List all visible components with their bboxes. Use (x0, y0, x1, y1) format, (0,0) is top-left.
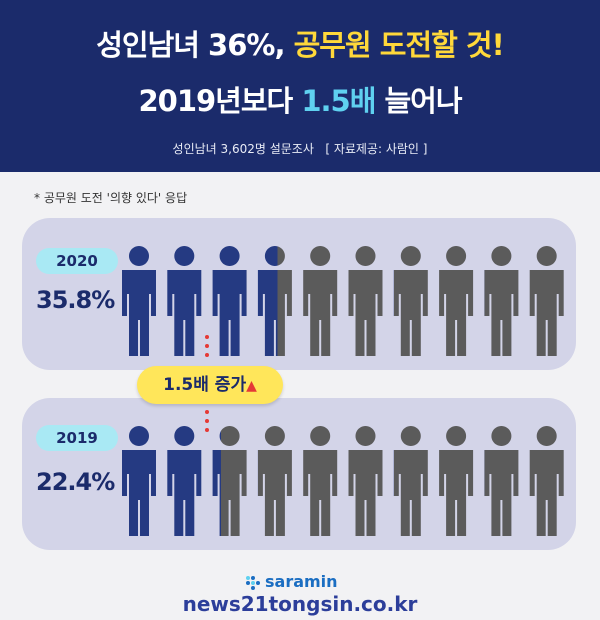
person-icon (484, 246, 519, 356)
person-icon (303, 246, 338, 356)
percent-2020: 35.8% (36, 286, 115, 314)
panel-2019: 2019 22.4% (22, 398, 576, 550)
people-row-2019 (122, 426, 564, 536)
headline-2-prefix: 2019년보다 (138, 84, 302, 118)
person-icon (167, 426, 202, 536)
percent-2019: 22.4% (36, 468, 115, 496)
watermark: news21tongsin.co.kr (182, 592, 418, 616)
person-icon (439, 426, 474, 536)
survey-subtitle: 성인남녀 3,602명 설문조사 [ 자료제공: 사람인 ] (172, 142, 428, 156)
headline-1-prefix: 성인남녀 36%, (96, 28, 294, 62)
person-icon (529, 246, 564, 356)
logo-dots-icon (246, 575, 260, 590)
panel-2020: 2020 35.8% (22, 218, 576, 370)
headline-2-highlight: 1.5배 (301, 84, 376, 118)
increase-badge: 1.5배 증가▲ (137, 366, 283, 404)
person-icon (167, 246, 202, 356)
person-icon (122, 426, 156, 536)
connector-dots-bottom (205, 410, 209, 437)
year-badge-2020: 2020 (36, 248, 118, 274)
up-arrow-icon: ▲ (246, 378, 257, 394)
person-icon (484, 426, 519, 536)
headline-1-highlight: 공무원 도전할 것! (293, 28, 505, 62)
person-icon (348, 246, 383, 356)
person-icon (439, 246, 474, 356)
person-icon (303, 426, 338, 536)
person-icon (529, 426, 564, 536)
person-icon (257, 246, 292, 356)
person-icon (393, 426, 428, 536)
person-icon (348, 426, 383, 536)
headline-line-2: 2019년보다 1.5배 늘어나 (0, 78, 600, 120)
headline-line-1: 성인남녀 36%, 공무원 도전할 것! (0, 22, 600, 64)
logo-text: saramin (265, 572, 338, 591)
person-icon (257, 426, 292, 536)
year-badge-2019: 2019 (36, 425, 118, 451)
people-row-2020 (122, 246, 564, 356)
person-icon (212, 426, 247, 536)
increase-label: 1.5배 증가 (163, 375, 247, 395)
footnote: * 공무원 도전 '의향 있다' 응답 (34, 191, 188, 205)
title-banner: 성인남녀 36%, 공무원 도전할 것! 2019년보다 1.5배 늘어나 성인… (0, 0, 600, 172)
person-icon (393, 246, 428, 356)
person-icon (122, 246, 156, 356)
headline-2-suffix: 늘어나 (375, 84, 462, 118)
saramin-logo: saramin (245, 572, 338, 591)
connector-dots-top (205, 335, 209, 362)
person-icon (212, 246, 247, 356)
